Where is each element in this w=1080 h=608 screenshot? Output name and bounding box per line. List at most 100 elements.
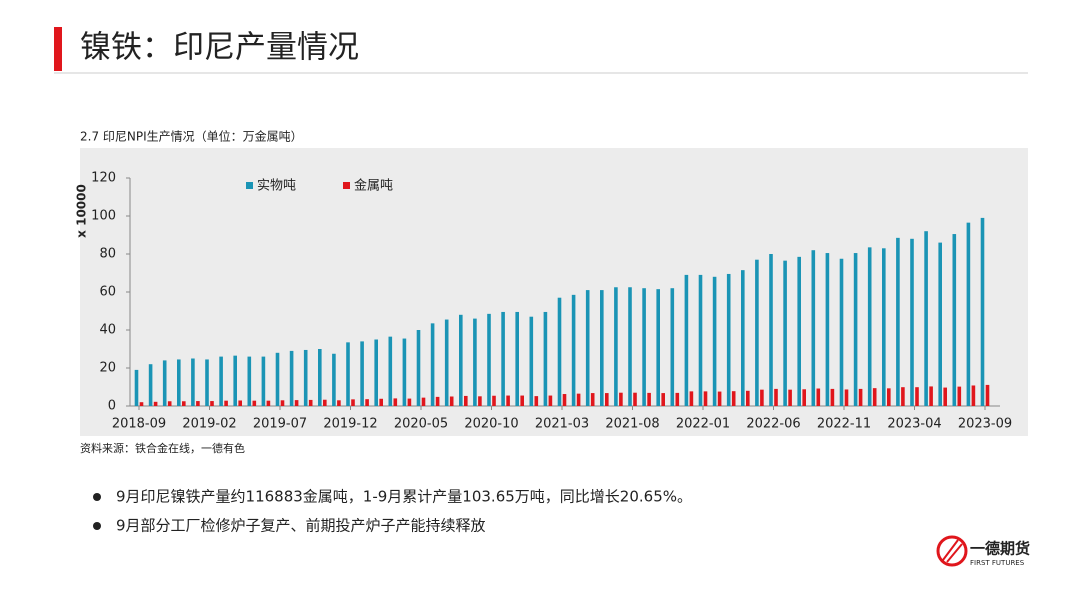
legend-swatch: [343, 182, 350, 189]
bar: [266, 400, 271, 406]
x-tick-label: 2020-10: [464, 417, 518, 432]
bar: [887, 388, 891, 406]
bar: [760, 389, 764, 406]
bar: [162, 360, 167, 406]
bar: [402, 338, 407, 406]
bar: [182, 401, 186, 406]
bar: [703, 391, 708, 406]
bar: [219, 356, 223, 406]
bar: [896, 237, 900, 406]
bar: [712, 276, 717, 406]
bar: [139, 402, 144, 406]
bar: [449, 396, 454, 406]
bar: [238, 400, 242, 406]
bar: [938, 242, 942, 406]
x-tick-label: 2018-09: [112, 417, 166, 432]
bar: [487, 313, 491, 406]
bar: [388, 336, 393, 406]
bar: [280, 400, 285, 406]
logo-name: 一德期货: [970, 540, 1030, 558]
bar: [421, 397, 426, 406]
bar: [548, 395, 553, 406]
bar: [351, 399, 355, 406]
legend-label: 金属吨: [354, 178, 393, 194]
x-tick-label: 2021-03: [535, 417, 589, 432]
bar: [670, 288, 675, 406]
x-tick-label: 2019-07: [253, 417, 307, 432]
y-tick-label: 120: [91, 171, 116, 186]
bar: [746, 390, 750, 406]
bar: [252, 400, 257, 406]
bar: [562, 394, 567, 406]
bar: [210, 401, 214, 406]
bar: [830, 388, 835, 406]
bar: [444, 319, 449, 406]
bar: [788, 389, 792, 406]
bar: [844, 389, 849, 406]
bar: [379, 398, 383, 406]
source-note: 资料来源：铁合金在线，一德有色: [80, 441, 245, 455]
bar: [261, 356, 266, 406]
bar: [585, 290, 590, 406]
bar: [619, 392, 623, 406]
bar: [858, 388, 863, 406]
bar: [346, 342, 350, 406]
bar: [797, 256, 801, 406]
bar: [825, 253, 830, 406]
slide-title: 镍铁：印尼产量情况: [80, 30, 359, 66]
bar: [971, 385, 976, 406]
chart-title: 2.7 印尼NPI生产情况（单位：万金属吨）: [80, 129, 303, 144]
bar: [628, 287, 632, 406]
y-axis-label: x 10000: [75, 184, 89, 238]
bullet-dot: [93, 493, 101, 501]
bar: [943, 387, 947, 406]
bar: [661, 393, 665, 406]
bar: [529, 316, 534, 406]
logo-icon-strokes: [942, 539, 963, 563]
bar: [303, 349, 308, 406]
bar: [811, 250, 816, 406]
bar: [980, 217, 985, 406]
bar: [783, 260, 787, 406]
bar: [191, 358, 195, 406]
bar: [957, 386, 962, 406]
bar: [605, 393, 609, 406]
bar: [478, 396, 482, 406]
bar: [576, 393, 581, 406]
bar: [952, 234, 957, 406]
bar: [501, 311, 505, 406]
x-tick-label: 2022-01: [676, 417, 730, 432]
title-accent: [54, 27, 62, 71]
bar: [515, 311, 519, 406]
bar: [534, 396, 539, 406]
bar: [614, 287, 618, 406]
bar: [872, 388, 877, 406]
bar: [153, 401, 158, 406]
bar: [332, 353, 336, 406]
bar: [675, 392, 680, 406]
bar: [684, 274, 689, 406]
bar: [656, 289, 660, 406]
bar: [867, 247, 872, 406]
bar: [915, 387, 919, 406]
bar: [323, 399, 327, 406]
bar: [839, 258, 844, 406]
bar: [557, 297, 562, 406]
bullet-text: 9月部分工厂检修炉子复产、前期投产炉子产能持续释放: [116, 517, 486, 535]
bar: [543, 311, 548, 406]
bar: [985, 384, 990, 406]
bar: [731, 391, 736, 406]
bar: [924, 231, 928, 406]
bar: [717, 391, 722, 406]
y-tick-label: 100: [91, 209, 116, 224]
bar: [430, 323, 435, 406]
bar: [247, 356, 252, 406]
bar: [459, 314, 463, 406]
x-tick-label: 2021-08: [605, 417, 659, 432]
bar: [769, 254, 773, 406]
bar: [698, 274, 703, 406]
bar: [407, 398, 412, 406]
bar: [506, 395, 510, 406]
legend-swatch: [246, 182, 253, 189]
